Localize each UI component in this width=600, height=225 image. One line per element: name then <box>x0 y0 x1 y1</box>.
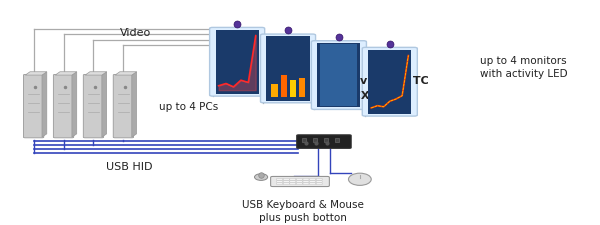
Polygon shape <box>72 72 77 137</box>
FancyBboxPatch shape <box>277 183 283 185</box>
Text: (ACX1004): (ACX1004) <box>339 91 406 101</box>
Polygon shape <box>42 72 47 137</box>
FancyBboxPatch shape <box>271 84 278 97</box>
FancyBboxPatch shape <box>320 45 358 106</box>
FancyBboxPatch shape <box>310 179 316 180</box>
FancyBboxPatch shape <box>303 181 309 182</box>
FancyBboxPatch shape <box>296 181 302 182</box>
Polygon shape <box>55 72 77 76</box>
Text: up to 4 PCs: up to 4 PCs <box>160 102 218 112</box>
FancyBboxPatch shape <box>303 179 309 180</box>
FancyBboxPatch shape <box>296 183 302 185</box>
FancyBboxPatch shape <box>113 75 134 138</box>
FancyBboxPatch shape <box>290 181 296 182</box>
Text: up to 4 monitors
with activity LED: up to 4 monitors with activity LED <box>479 55 567 79</box>
Text: ServSwitch TC: ServSwitch TC <box>339 75 428 85</box>
Polygon shape <box>132 72 137 137</box>
FancyBboxPatch shape <box>283 183 289 185</box>
FancyBboxPatch shape <box>283 181 289 182</box>
FancyBboxPatch shape <box>281 75 287 97</box>
Ellipse shape <box>254 174 268 181</box>
FancyBboxPatch shape <box>299 79 305 97</box>
Polygon shape <box>102 72 107 137</box>
FancyBboxPatch shape <box>277 179 283 180</box>
FancyBboxPatch shape <box>316 179 322 180</box>
FancyBboxPatch shape <box>297 135 351 149</box>
FancyBboxPatch shape <box>310 181 316 182</box>
FancyBboxPatch shape <box>368 50 412 114</box>
FancyBboxPatch shape <box>290 183 296 185</box>
Text: USB Keyboard & Mouse
plus push botton: USB Keyboard & Mouse plus push botton <box>242 199 364 222</box>
Polygon shape <box>25 72 47 76</box>
Text: Video: Video <box>120 28 151 38</box>
FancyBboxPatch shape <box>316 181 322 182</box>
FancyBboxPatch shape <box>23 75 44 138</box>
FancyBboxPatch shape <box>83 75 104 138</box>
FancyBboxPatch shape <box>209 28 265 97</box>
FancyBboxPatch shape <box>362 48 418 117</box>
Text: USB HID: USB HID <box>106 161 152 171</box>
FancyBboxPatch shape <box>277 181 283 182</box>
Ellipse shape <box>349 173 371 186</box>
FancyBboxPatch shape <box>316 183 322 185</box>
Polygon shape <box>85 72 107 76</box>
FancyBboxPatch shape <box>310 183 316 185</box>
FancyBboxPatch shape <box>317 44 361 108</box>
FancyBboxPatch shape <box>283 179 289 180</box>
FancyBboxPatch shape <box>53 75 74 138</box>
FancyBboxPatch shape <box>215 31 259 94</box>
FancyBboxPatch shape <box>260 35 316 103</box>
FancyBboxPatch shape <box>271 177 329 187</box>
FancyBboxPatch shape <box>290 179 296 180</box>
Polygon shape <box>115 72 137 76</box>
FancyBboxPatch shape <box>311 42 367 110</box>
FancyBboxPatch shape <box>290 81 296 97</box>
FancyBboxPatch shape <box>296 179 302 180</box>
FancyBboxPatch shape <box>303 183 309 185</box>
FancyBboxPatch shape <box>266 37 310 101</box>
